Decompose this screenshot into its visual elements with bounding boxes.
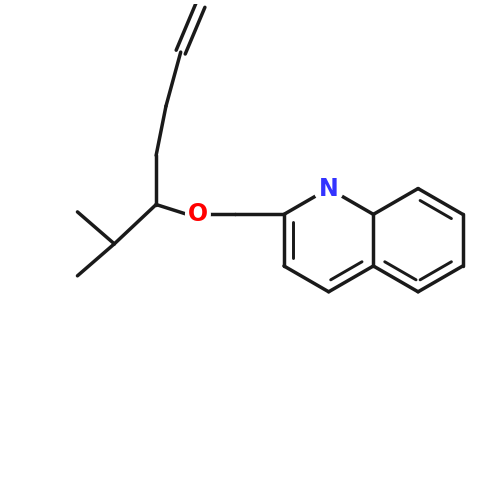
Circle shape <box>314 174 344 204</box>
Text: N: N <box>319 176 338 201</box>
Text: O: O <box>188 202 208 226</box>
Circle shape <box>186 202 210 226</box>
